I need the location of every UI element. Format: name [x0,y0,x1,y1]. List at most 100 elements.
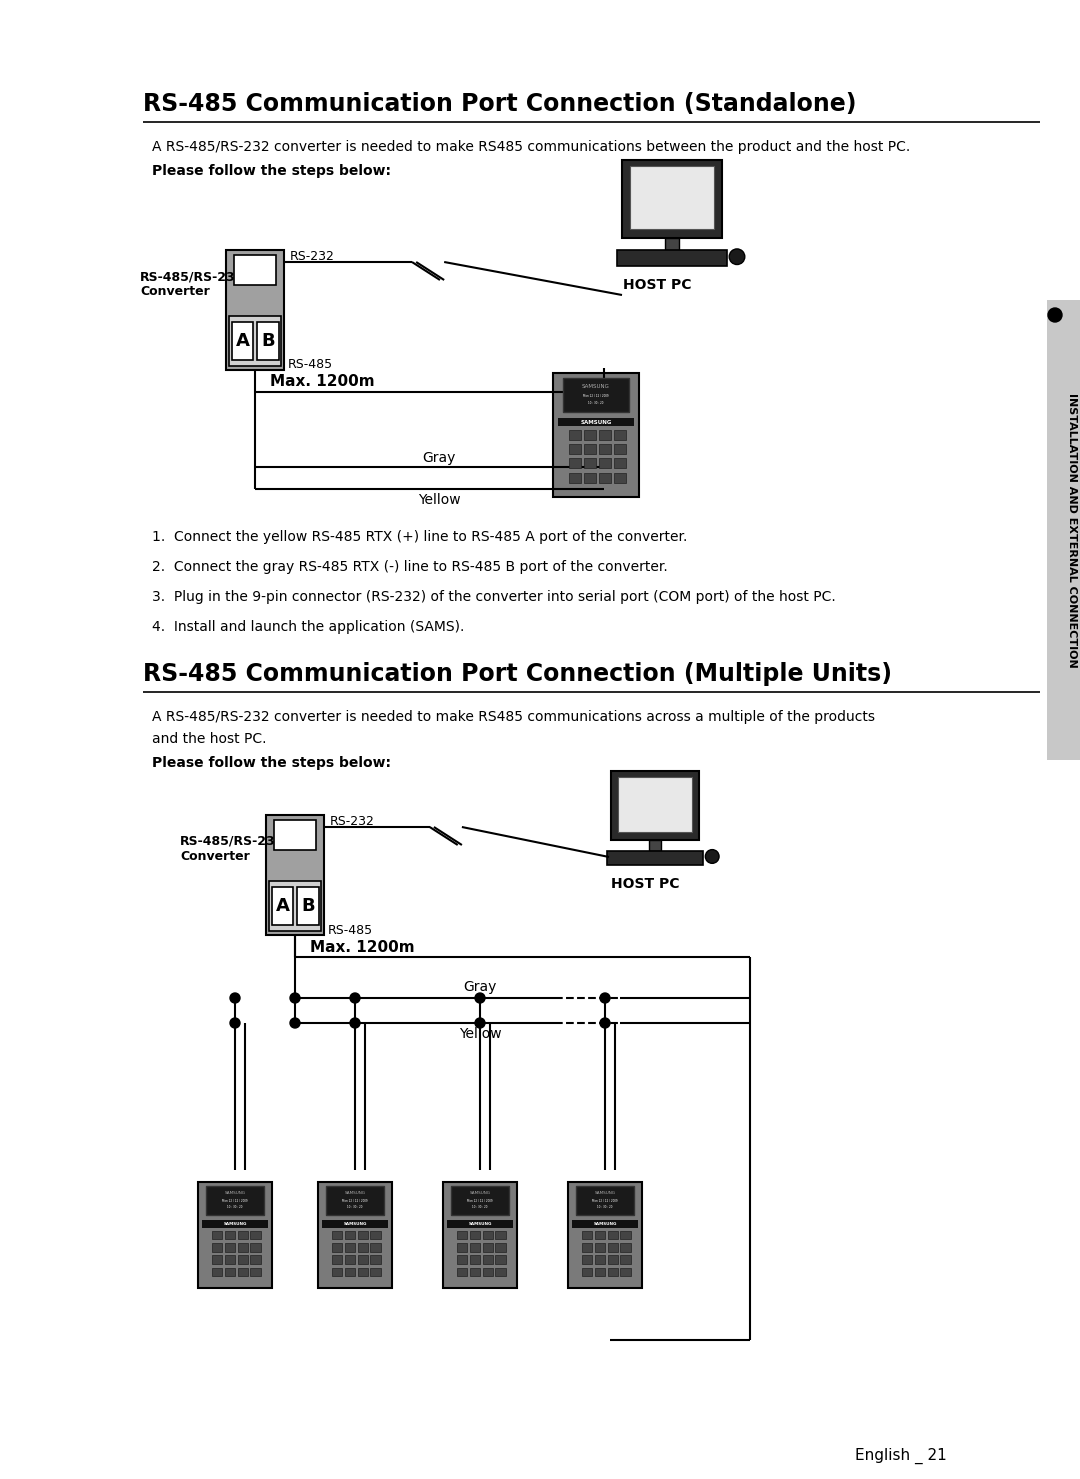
Circle shape [350,992,360,1003]
Bar [251,1256,261,1263]
Bar [608,1256,618,1263]
Bar [198,1182,272,1288]
Bar [212,1256,222,1263]
Text: and the host PC.: and the host PC. [152,732,267,745]
Bar [326,1186,383,1214]
Bar [297,887,319,924]
Bar [649,840,661,850]
Bar [447,1220,513,1228]
Text: SAMSUNG: SAMSUNG [224,1222,246,1226]
Bar [457,1231,467,1239]
Bar [595,1268,605,1276]
Circle shape [291,992,300,1003]
Text: 3.  Plug in the 9-pin connector (RS-232) of the converter into serial port (COM : 3. Plug in the 9-pin connector (RS-232) … [152,590,836,603]
Text: Gray: Gray [422,451,456,464]
Bar [553,373,638,497]
Bar [470,1268,480,1276]
Bar [582,1242,592,1251]
Text: RS-485: RS-485 [328,923,373,936]
Bar [212,1268,222,1276]
Text: 1.  Connect the yellow RS-485 RTX (+) line to RS-485 A port of the converter.: 1. Connect the yellow RS-485 RTX (+) lin… [152,529,687,544]
Bar [225,1268,235,1276]
Text: RS-232: RS-232 [330,815,375,828]
Circle shape [600,1018,610,1028]
Bar [457,1242,467,1251]
Text: SAMSUNG: SAMSUNG [469,1222,491,1226]
Bar [568,1182,642,1288]
Bar [251,1268,261,1276]
Text: SAMSUNG: SAMSUNG [593,1222,617,1226]
Bar [225,1256,235,1263]
Bar [569,473,581,482]
Bar [470,1256,480,1263]
Text: SAMSUNG: SAMSUNG [470,1191,490,1195]
Bar [357,1268,368,1276]
Bar [270,881,321,932]
Text: RS-485 Communication Port Connection (Multiple Units): RS-485 Communication Port Connection (Mu… [143,663,892,686]
Bar [483,1231,492,1239]
Text: A RS-485/RS-232 converter is needed to make RS485 communications across a multip: A RS-485/RS-232 converter is needed to m… [152,710,875,725]
Bar [622,160,723,238]
Text: English _ 21: English _ 21 [855,1448,947,1464]
Bar [621,1268,631,1276]
Text: Mon 12 / 12 / 2009: Mon 12 / 12 / 2009 [583,393,609,398]
Text: SAMSUNG: SAMSUNG [594,1191,616,1195]
Bar [584,430,596,439]
Text: A RS-485/RS-232 converter is needed to make RS485 communications between the pro: A RS-485/RS-232 converter is needed to m… [152,141,910,154]
Bar [584,473,596,482]
Bar [225,1231,235,1239]
Bar [345,1256,355,1263]
Bar [332,1256,342,1263]
Bar [595,1242,605,1251]
Bar [457,1256,467,1263]
Text: 10 : 30 : 20: 10 : 30 : 20 [589,401,604,405]
Bar [483,1242,492,1251]
Circle shape [600,992,610,1003]
Text: RS-232: RS-232 [291,250,335,263]
Bar [271,887,294,924]
Bar [357,1242,368,1251]
Text: Gray: Gray [463,981,497,994]
Bar [443,1182,517,1288]
Bar [234,254,275,285]
Circle shape [291,1018,300,1028]
Bar [322,1220,388,1228]
Bar [584,458,596,469]
Bar [582,1268,592,1276]
Text: B: B [301,896,315,916]
Bar [357,1231,368,1239]
Text: Please follow the steps below:: Please follow the steps below: [152,164,391,177]
Bar [608,1231,618,1239]
Bar [617,250,727,266]
Bar [332,1242,342,1251]
Circle shape [705,849,719,864]
Bar [470,1231,480,1239]
Bar [599,444,611,454]
Text: 4.  Install and launch the application (SAMS).: 4. Install and launch the application (S… [152,620,464,634]
Bar [470,1242,480,1251]
Bar [357,1256,368,1263]
Bar [599,430,611,439]
Bar [332,1231,342,1239]
Circle shape [1048,308,1062,322]
Bar [621,1242,631,1251]
Bar [582,1256,592,1263]
Bar [599,458,611,469]
Bar [483,1268,492,1276]
Bar [613,444,626,454]
Bar [266,815,324,935]
Bar [563,379,630,411]
Text: RS-485/RS-232
Converter: RS-485/RS-232 Converter [180,836,284,864]
Bar [238,1231,248,1239]
Bar [496,1242,505,1251]
Bar [212,1231,222,1239]
Bar [557,417,634,426]
Text: 10 : 30 : 20: 10 : 30 : 20 [472,1205,488,1210]
Bar [370,1242,381,1251]
Text: SAMSUNG: SAMSUNG [225,1191,245,1195]
Bar [251,1231,261,1239]
Bar [599,473,611,482]
Bar [257,322,279,359]
Bar [238,1268,248,1276]
Bar [231,322,254,359]
